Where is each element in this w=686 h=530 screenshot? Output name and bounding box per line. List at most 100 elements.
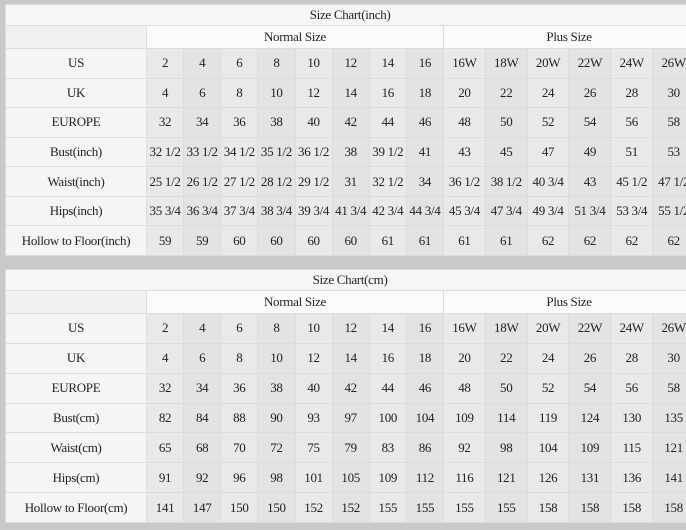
table-cell: 18: [406, 78, 443, 108]
table-cell: 115: [611, 433, 653, 463]
table-cell: 40: [295, 108, 332, 137]
table-cell: 16W: [444, 49, 485, 78]
table-cell: 41 3/4: [332, 196, 369, 226]
table-cell: 101: [295, 463, 332, 493]
table-cell: 22: [485, 343, 527, 373]
table-cell: 104: [527, 433, 569, 463]
table-row: US 2 4 6 8 10 12 14 16 16W 18W 20W 22W 24W 26W: [6, 49, 686, 78]
table-cell: 147: [184, 493, 221, 522]
table-cell: 26 1/2: [184, 167, 221, 196]
normal-size-header: Normal Size: [147, 26, 443, 48]
table-cell: 34: [184, 373, 221, 403]
table-cell: 20: [444, 78, 485, 108]
table-cell: 44: [369, 373, 406, 403]
table-cell: 45 1/2: [611, 167, 653, 196]
table-cell: 10: [258, 343, 295, 373]
table-cell: 24W: [611, 49, 653, 78]
table-cell: 42 3/4: [369, 196, 406, 226]
table-cell: 38: [332, 137, 369, 167]
header-blank-cell: [6, 291, 146, 313]
table-row: UK 4 6 8 10 12 14 16 18 20 22 24 26 28 30: [6, 78, 686, 108]
table-cell: 90: [258, 403, 295, 433]
row-label: Waist(cm): [6, 433, 146, 463]
table-cell: 65: [147, 433, 184, 463]
table-cell: 32 1/2: [147, 137, 184, 167]
plus-size-header: Plus Size: [444, 26, 686, 48]
table-cell: 16: [406, 314, 443, 343]
table-cell: 109: [444, 403, 485, 433]
table-row: Bust(inch) 32 1/2 33 1/2 34 1/2 35 1/2 36 1/2…: [6, 137, 686, 167]
table-cell: 14: [369, 49, 406, 78]
table-cell: 24: [527, 78, 569, 108]
table-cell: 68: [184, 433, 221, 463]
table-cell: 58: [653, 108, 686, 137]
table-cell: 62: [653, 226, 686, 255]
table-cell: 44 3/4: [406, 196, 443, 226]
table-cell: 96: [221, 463, 258, 493]
table-cell: 37 3/4: [221, 196, 258, 226]
table-cell: 91: [147, 463, 184, 493]
size-chart-cm-table: Size Chart(cm) Normal Size Plus Size US 2 4 6 8…: [5, 269, 686, 523]
table-cell: 84: [184, 403, 221, 433]
table-cell: 29 1/2: [295, 167, 332, 196]
table-cell: 112: [406, 463, 443, 493]
table-cell: 40 3/4: [527, 167, 569, 196]
table-cell: 51: [611, 137, 653, 167]
row-label: US: [6, 314, 146, 343]
table-cell: 141: [147, 493, 184, 522]
table-cell: 109: [369, 463, 406, 493]
table-cell: 8: [258, 49, 295, 78]
table-cell: 46: [406, 108, 443, 137]
table-cell: 44: [369, 108, 406, 137]
row-label: Waist(inch): [6, 167, 146, 196]
table-cell: 39 3/4: [295, 196, 332, 226]
table-cell: 27 1/2: [221, 167, 258, 196]
table-cell: 88: [221, 403, 258, 433]
table-cell: 6: [184, 78, 221, 108]
table-cell: 126: [527, 463, 569, 493]
table-cell: 47 3/4: [485, 196, 527, 226]
table-cell: 14: [332, 343, 369, 373]
table-cell: 38: [258, 108, 295, 137]
table-cell: 26: [569, 78, 611, 108]
table-cell: 35 3/4: [147, 196, 184, 226]
row-label: Hollow to Floor(inch): [6, 226, 146, 255]
table-cell: 98: [485, 433, 527, 463]
table-row: UK 4 6 8 10 12 14 16 18 20 22 24 26 28 30: [6, 343, 686, 373]
table-cell: 61: [406, 226, 443, 255]
table-cell: 72: [258, 433, 295, 463]
table-cell: 155: [406, 493, 443, 522]
table-row: Waist(cm) 65 68 70 72 75 79 83 86 92 98 104 109 115 12…: [6, 433, 686, 463]
table-cell: 20W: [527, 314, 569, 343]
row-label: US: [6, 49, 146, 78]
group-header-row: Normal Size Plus Size: [6, 26, 686, 48]
table-cell: 16: [369, 78, 406, 108]
title-row: Size Chart(inch): [6, 5, 686, 25]
table-cell: 104: [406, 403, 443, 433]
table-cell: 52: [527, 108, 569, 137]
table-cell: 38: [258, 373, 295, 403]
table-cell: 158: [653, 493, 686, 522]
table-cell: 51 3/4: [569, 196, 611, 226]
table-cell: 50: [485, 108, 527, 137]
table-cell: 109: [569, 433, 611, 463]
table-cell: 53: [653, 137, 686, 167]
table-cell: 124: [569, 403, 611, 433]
table-cell: 34: [406, 167, 443, 196]
table-cell: 28 1/2: [258, 167, 295, 196]
table-cell: 41: [406, 137, 443, 167]
table-cell: 8: [258, 314, 295, 343]
table-row: Hollow to Floor(cm) 141 147 150 150 152 152 155…: [6, 493, 686, 522]
table-cell: 79: [332, 433, 369, 463]
table-cell: 28: [611, 343, 653, 373]
table-cell: 92: [444, 433, 485, 463]
table-cell: 155: [369, 493, 406, 522]
row-label: Hips(cm): [6, 463, 146, 493]
table-row: EUROPE 32 34 36 38 40 42 44 46 48 50 52 54 56 58: [6, 108, 686, 137]
table-cell: 136: [611, 463, 653, 493]
table-cell: 97: [332, 403, 369, 433]
table-cell: 43: [569, 167, 611, 196]
table-cell: 158: [611, 493, 653, 522]
table-cell: 86: [406, 433, 443, 463]
table-cell: 36 1/2: [295, 137, 332, 167]
